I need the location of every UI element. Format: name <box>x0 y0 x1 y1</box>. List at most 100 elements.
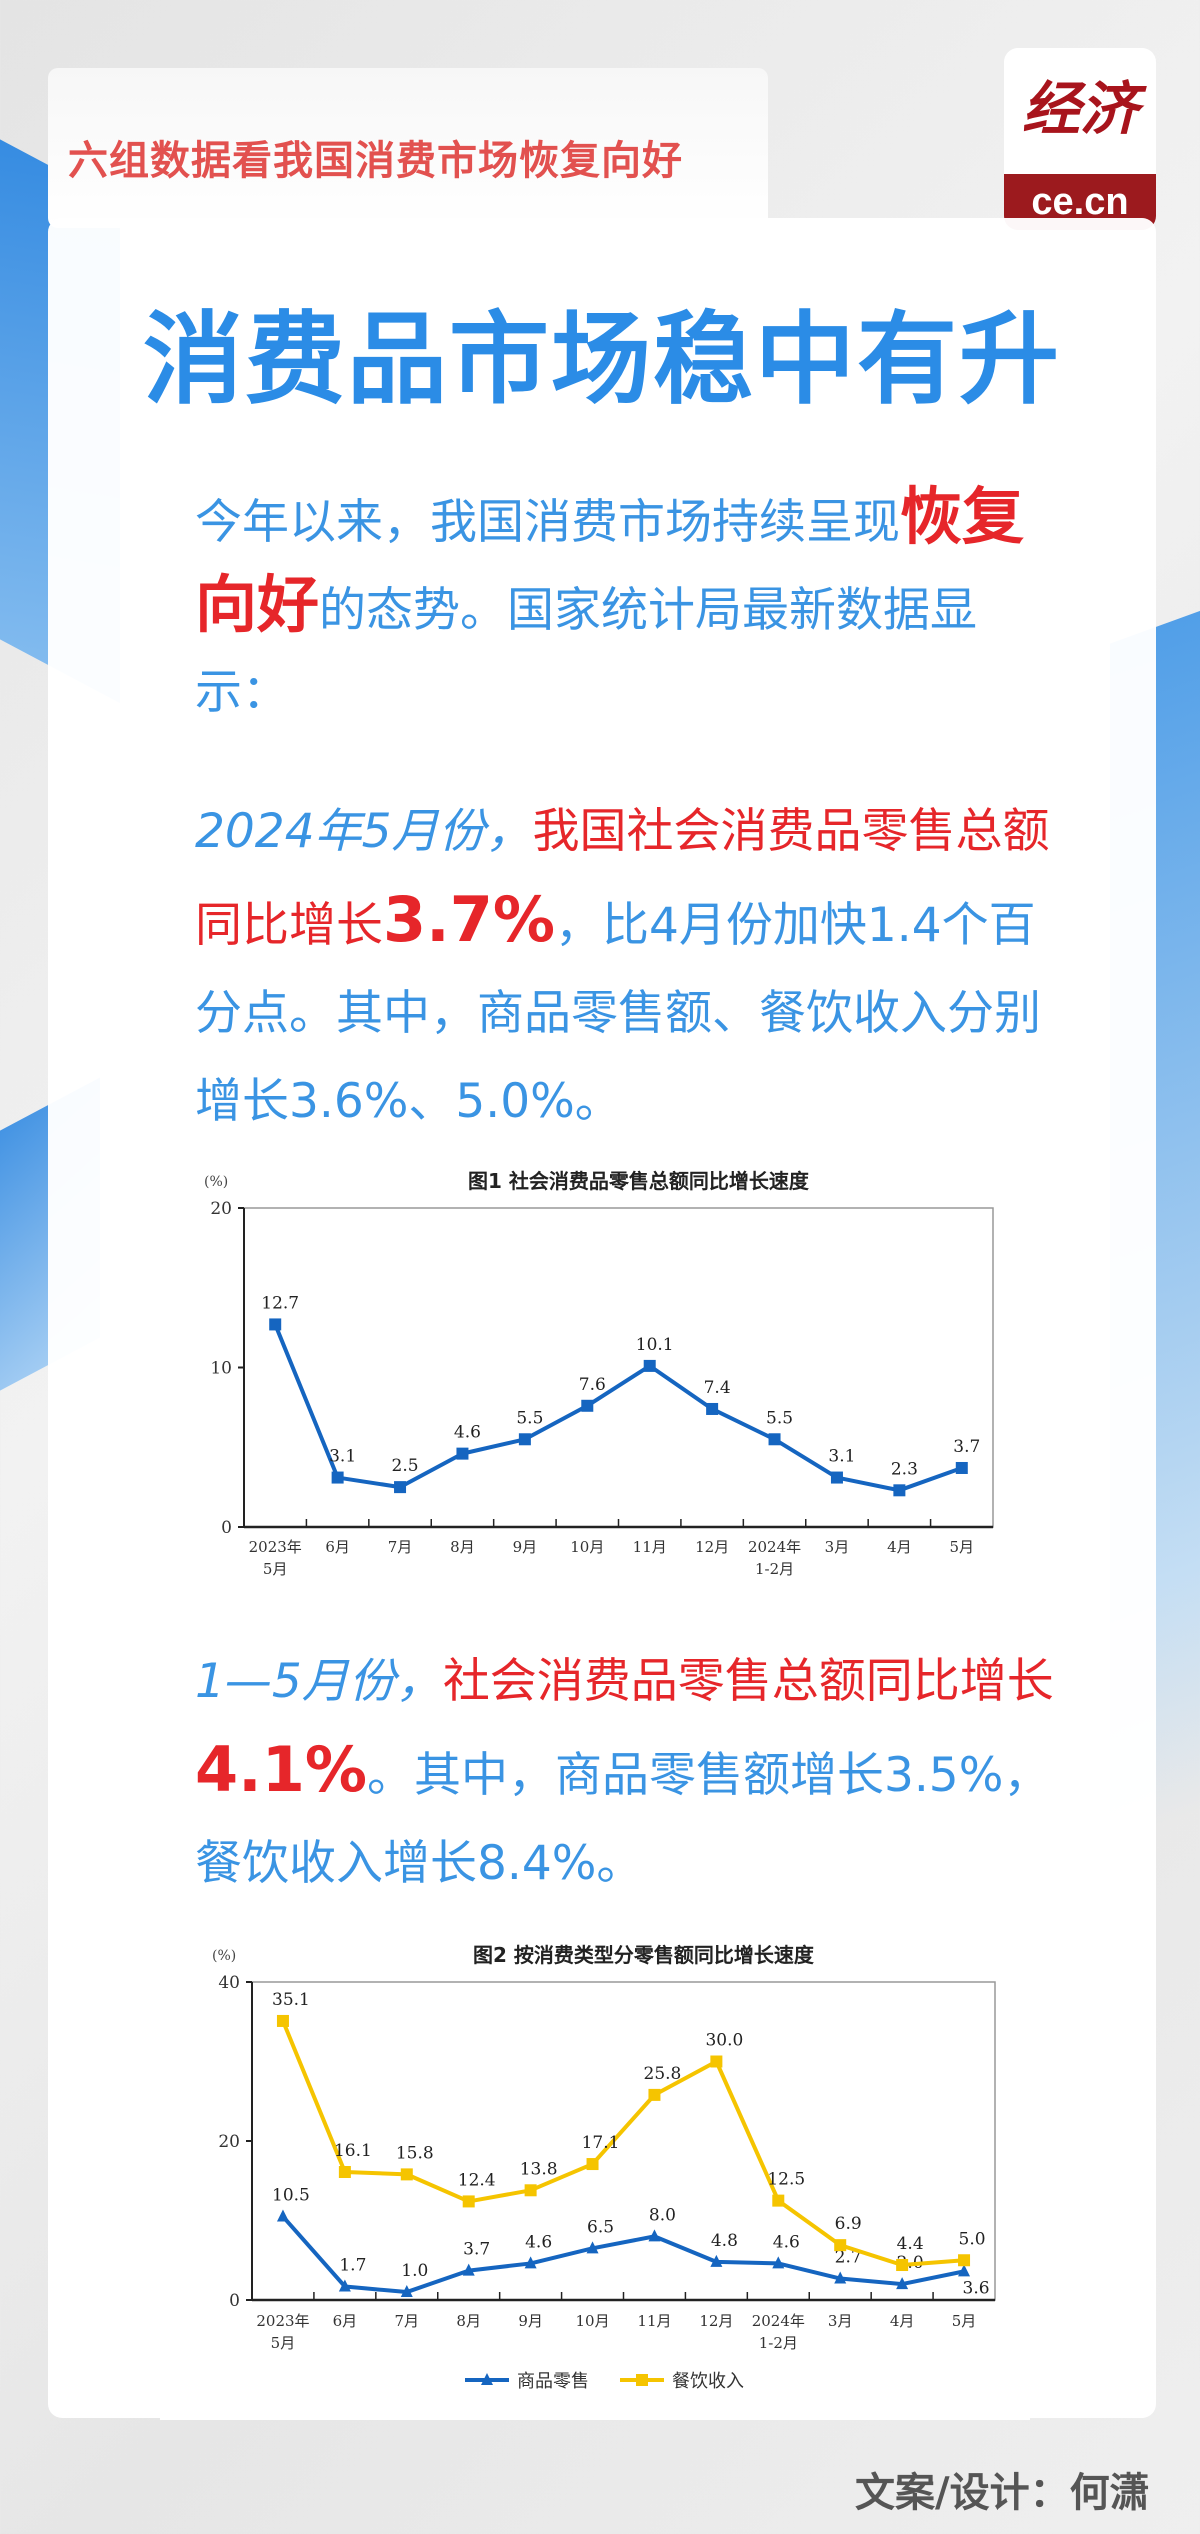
data-label: 30.0 <box>705 2031 743 2051</box>
data-point <box>772 2256 785 2269</box>
data-label: 12.4 <box>458 2170 496 2190</box>
data-point <box>772 2194 785 2207</box>
stat-value: 4.1% <box>195 1733 367 1806</box>
y-tick-label: 0 <box>229 2291 240 2311</box>
data-point <box>830 1471 843 1484</box>
x-tick-label: 11月 <box>637 2312 671 2330</box>
x-tick-label: 4月 <box>887 1538 912 1556</box>
data-label: 16.1 <box>334 2141 372 2161</box>
data-point <box>394 1481 407 1494</box>
x-tick-label: 5月 <box>952 2312 977 2330</box>
data-point <box>648 2229 661 2242</box>
data-point <box>276 2209 289 2222</box>
data-label: 35.1 <box>272 1990 310 2010</box>
legend-marker <box>481 2373 493 2385</box>
data-label: 3.6 <box>963 2278 990 2298</box>
data-point <box>586 2158 599 2171</box>
chart-title: 图2 按消费类型分零售额同比增长速度 <box>473 1943 815 1967</box>
data-label: 4.6 <box>525 2232 552 2252</box>
header-card <box>48 68 768 228</box>
x-tick-label: 1-2月 <box>755 1560 794 1578</box>
data-point <box>524 2256 537 2269</box>
x-tick-label: 5月 <box>263 1560 288 1578</box>
stat-detail: ，比4月份加快1.4个百分点。其中，商品零售额、餐饮收入分别增长3.6%、5.0… <box>195 898 1041 1129</box>
data-point <box>896 2277 909 2290</box>
page-title: 消费品市场稳中有升 <box>143 301 1061 418</box>
data-point <box>958 2254 971 2267</box>
stat-text: 我国社会消费品零售总额同比增长 <box>195 804 1050 953</box>
data-label: 12.5 <box>767 2170 805 2190</box>
series-line <box>281 2215 965 2295</box>
stat-value: 3.7% <box>383 883 555 956</box>
x-tick-label: 2023年 <box>256 2312 309 2330</box>
y-tick-label: 40 <box>218 1973 240 1993</box>
data-point <box>400 2285 413 2298</box>
data-point <box>710 2055 723 2068</box>
x-tick-label: 4月 <box>890 2312 915 2330</box>
data-point <box>338 2166 351 2179</box>
data-label: 25.8 <box>644 2064 682 2084</box>
intro-paragraph: 今年以来，我国消费市场持续呈现恢复向好的态势。国家统计局最新数据显示： <box>195 476 1055 734</box>
data-label: 5.5 <box>516 1408 543 1428</box>
chart-title: 图1 社会消费品零售总额同比增长速度 <box>468 1169 810 1193</box>
x-tick-label: 3月 <box>825 1538 850 1556</box>
data-label: 1.0 <box>401 2261 428 2281</box>
data-point <box>955 1461 968 1474</box>
period-label: 2024年5月份， <box>195 804 533 859</box>
data-point <box>893 1484 906 1497</box>
data-point <box>834 2271 847 2284</box>
data-point <box>581 1399 594 1412</box>
data-point <box>958 2264 971 2277</box>
data-label: 15.8 <box>396 2143 434 2163</box>
y-tick-label: 20 <box>210 1199 232 1219</box>
data-point <box>462 2263 475 2276</box>
data-point <box>706 1402 719 1415</box>
data-point <box>269 1318 282 1331</box>
x-tick-label: 6月 <box>333 2312 358 2330</box>
data-label: 17.1 <box>582 2133 620 2153</box>
data-point <box>896 2259 909 2272</box>
series-line <box>273 1323 963 1493</box>
data-label: 3.1 <box>828 1447 855 1467</box>
data-label: 12.7 <box>261 1293 299 1313</box>
y-tick-label: 10 <box>210 1359 232 1379</box>
y-axis-unit: (%) <box>212 1948 236 1964</box>
data-label: 4.4 <box>897 2234 924 2254</box>
x-tick-label: 12月 <box>699 2312 733 2330</box>
data-point <box>834 2239 847 2252</box>
data-label: 4.6 <box>773 2232 800 2252</box>
intro-text: 今年以来，我国消费市场持续呈现 <box>195 495 900 550</box>
y-axis-unit: (%) <box>204 1174 228 1190</box>
stat-text: 社会消费品零售总额同比增长 <box>442 1654 1054 1709</box>
series-subtitle: 六组数据看我国消费市场恢复向好 <box>68 137 683 184</box>
data-point <box>586 2241 599 2254</box>
x-tick-label: 7月 <box>388 1538 413 1556</box>
data-label: 4.8 <box>711 2231 738 2251</box>
data-point <box>462 2195 475 2208</box>
data-point <box>331 1471 344 1484</box>
x-tick-label: 9月 <box>513 1538 538 1556</box>
x-tick-label: 2024年 <box>748 1538 801 1556</box>
data-label: 8.0 <box>649 2205 676 2225</box>
x-tick-label: 12月 <box>695 1538 729 1556</box>
data-label: 13.8 <box>520 2159 558 2179</box>
data-point <box>400 2168 413 2181</box>
data-label: 2.3 <box>891 1459 918 1479</box>
legend-marker <box>636 2374 648 2386</box>
data-label: 6.9 <box>835 2214 862 2234</box>
data-label: 10.1 <box>636 1335 674 1355</box>
x-tick-label: 6月 <box>325 1538 350 1556</box>
x-tick-label: 9月 <box>518 2312 543 2330</box>
may-paragraph: 2024年5月份，我国社会消费品零售总额同比增长3.7%，比4月份加快1.4个百… <box>195 788 1055 1146</box>
y-tick-label: 0 <box>221 1518 232 1538</box>
x-tick-label: 2023年 <box>249 1538 302 1556</box>
data-point <box>524 2184 537 2197</box>
x-tick-label: 1-2月 <box>759 2334 798 2352</box>
legend-label: 餐饮收入 <box>672 2371 744 2392</box>
x-tick-label: 7月 <box>395 2312 420 2330</box>
data-label: 2.5 <box>392 1456 419 1476</box>
credit-line: 文案/设计：何潇 <box>855 2469 1150 2516</box>
data-label: 4.6 <box>454 1423 481 1443</box>
data-label: 5.5 <box>766 1408 793 1428</box>
